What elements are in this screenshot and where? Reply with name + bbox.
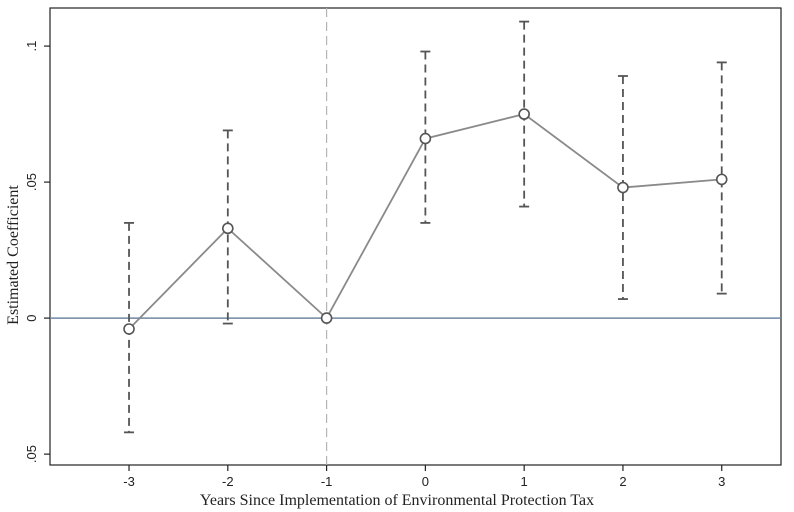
coefficient-point [419,132,432,145]
y-tick-label: .05 [24,173,39,191]
x-axis-title: Years Since Implementation of Environmen… [200,492,594,509]
x-tick-label: 1 [521,474,528,489]
x-tick-label: 3 [718,474,725,489]
coefficient-point [715,173,728,186]
x-tick-label: 0 [422,474,429,489]
y-tick-label: .1 [24,41,39,52]
x-tick-label: -1 [321,474,333,489]
x-tick-label: 2 [619,474,626,489]
y-tick-label: .05 [24,445,39,463]
coefficient-point [617,181,629,194]
x-tick-label: -3 [123,474,135,489]
coefficient-point [518,108,530,120]
y-axis-title: Estimated Coefficient [5,185,22,325]
x-tick-label: -2 [222,474,234,489]
y-tick-label: 0 [24,314,39,321]
coefficient-point [222,222,234,235]
plot-frame [49,7,782,466]
coefficient-point [320,312,333,324]
coefficient-point [123,323,135,335]
